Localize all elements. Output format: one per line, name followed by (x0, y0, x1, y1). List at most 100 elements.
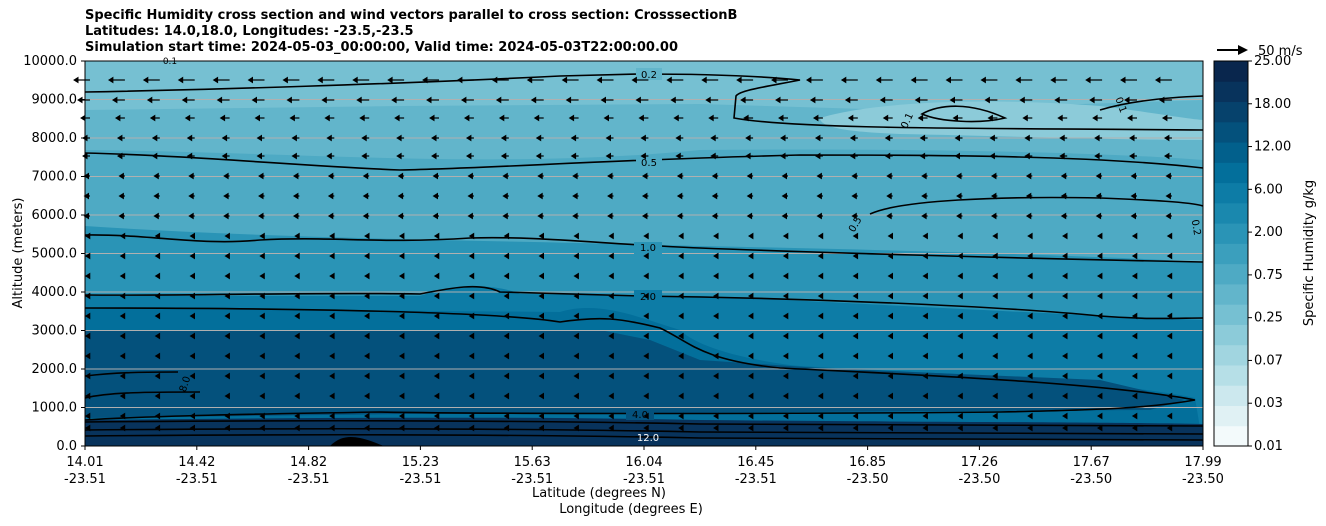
wind-vector-head (251, 96, 257, 104)
wind-vector-head (573, 272, 579, 280)
wind-vector-head (468, 372, 475, 380)
wind-vector-head (875, 76, 882, 84)
contour-0.1 (920, 105, 1008, 123)
wind-vector-head (708, 114, 714, 122)
colorbar-band-11 (1214, 202, 1248, 224)
wind-vector-head (538, 372, 544, 380)
wind-vector-head (643, 232, 649, 240)
wind-vector-head (675, 152, 681, 160)
wind-vector-head (119, 252, 126, 260)
wind-vector-head (116, 134, 123, 142)
wind-vector-head (673, 114, 679, 122)
wind-vector-head (1095, 212, 1102, 220)
wind-vector-head (782, 252, 789, 260)
wind-vector-head (1130, 172, 1136, 180)
wind-vector-head (84, 332, 91, 340)
wind-vector-head (256, 152, 262, 160)
wind-vector-head (1096, 272, 1103, 280)
wind-vector-head (294, 372, 300, 380)
wind-vector-head (224, 332, 230, 340)
wind-vector-head (1015, 76, 1021, 84)
wind-vector-head (957, 292, 963, 300)
colorbar-band-0 (1214, 425, 1248, 447)
wind-vector-head (289, 114, 295, 122)
wind-vector-head (922, 352, 928, 360)
wind-vector-head (887, 292, 893, 300)
wind-vector-head (73, 76, 79, 84)
wind-vector-head (1131, 232, 1138, 240)
wind-vector-head (396, 152, 402, 160)
wind-vector-head (641, 172, 648, 180)
wind-vector-head (538, 352, 544, 360)
wind-vector-head (573, 312, 579, 320)
wind-vector-head (1096, 372, 1103, 380)
wind-vector-head (259, 312, 265, 320)
wind-vector-head (502, 172, 508, 180)
x-tick-label-lon: -23.50 (847, 472, 889, 487)
wind-vector-head (781, 192, 787, 200)
wind-vector-head (1095, 172, 1102, 180)
wind-vector-head (782, 372, 789, 380)
wind-vector-head (259, 352, 265, 360)
wind-vector-head (643, 412, 649, 420)
wind-vector-head (781, 212, 787, 220)
wind-vector-head (882, 114, 889, 122)
wind-vector-head (1166, 272, 1173, 280)
wind-vector-head (676, 212, 683, 220)
wind-vector-head (398, 392, 405, 400)
wind-vector-head (186, 152, 193, 160)
wind-vector-head (294, 332, 300, 340)
wind-vector-head (956, 192, 962, 200)
wind-vector-head (608, 292, 614, 300)
wind-vector-head (814, 152, 821, 160)
wind-vector-head (573, 372, 579, 380)
wind-vector-head (573, 292, 579, 300)
wind-vector-head (498, 114, 505, 122)
wind-vector-head (223, 212, 229, 220)
wind-vector-head (987, 114, 993, 122)
wind-vector-head (154, 412, 161, 420)
wind-vector-head (1054, 96, 1060, 104)
x-tick-label-lat: 14.42 (178, 455, 215, 470)
wind-vector-head (1057, 114, 1063, 122)
wind-vector-head (153, 192, 159, 200)
x-axis: 14.01 -23.51 14.42 -23.51 14.82 -23.51 15.23 -2… (64, 446, 1224, 487)
wind-vector-head (321, 96, 327, 104)
wind-vector-head (84, 372, 91, 380)
wind-vector-head (1161, 114, 1168, 122)
wind-vector-head (84, 412, 91, 420)
wind-vector-head (992, 332, 998, 340)
wind-vector-head (782, 352, 789, 360)
wind-vector-head (1127, 114, 1133, 122)
y-tick-label: 1000.0 (32, 401, 78, 416)
wind-vector-head (713, 252, 719, 260)
wind-vector-head (1062, 424, 1068, 432)
wind-vector-head (291, 152, 297, 160)
wind-vector-head (678, 332, 684, 340)
wind-vector-head (154, 392, 161, 400)
wind-vector-head (294, 412, 300, 420)
wind-vector-head (397, 212, 404, 220)
wind-vector-head (711, 192, 718, 200)
wind-vector-head (398, 272, 405, 280)
wind-vector-head (1062, 312, 1068, 320)
x-tick-label-lat: 14.01 (66, 455, 103, 470)
x-tick-label-lat: 17.26 (961, 455, 998, 470)
wind-vector-head (1131, 252, 1138, 260)
wind-vector-head (1120, 76, 1126, 84)
wind-vector-head (643, 392, 649, 400)
wind-vector-head (608, 412, 614, 420)
colorbar-label: Specific Humidity g/kg (1302, 180, 1317, 326)
wind-vector-head (329, 392, 335, 400)
wind-vector-head (1027, 332, 1033, 340)
wind-vector-head (608, 252, 614, 260)
wind-vector-head (538, 292, 544, 300)
wind-vector-head (387, 76, 393, 84)
wind-vector-head (151, 152, 158, 160)
wind-vector-head (221, 134, 228, 142)
wind-vector-head (119, 292, 126, 300)
wind-vector-head (922, 424, 928, 432)
wind-vector-head (329, 372, 335, 380)
wind-vector-head (398, 412, 405, 420)
wind-vector-head (533, 114, 540, 122)
